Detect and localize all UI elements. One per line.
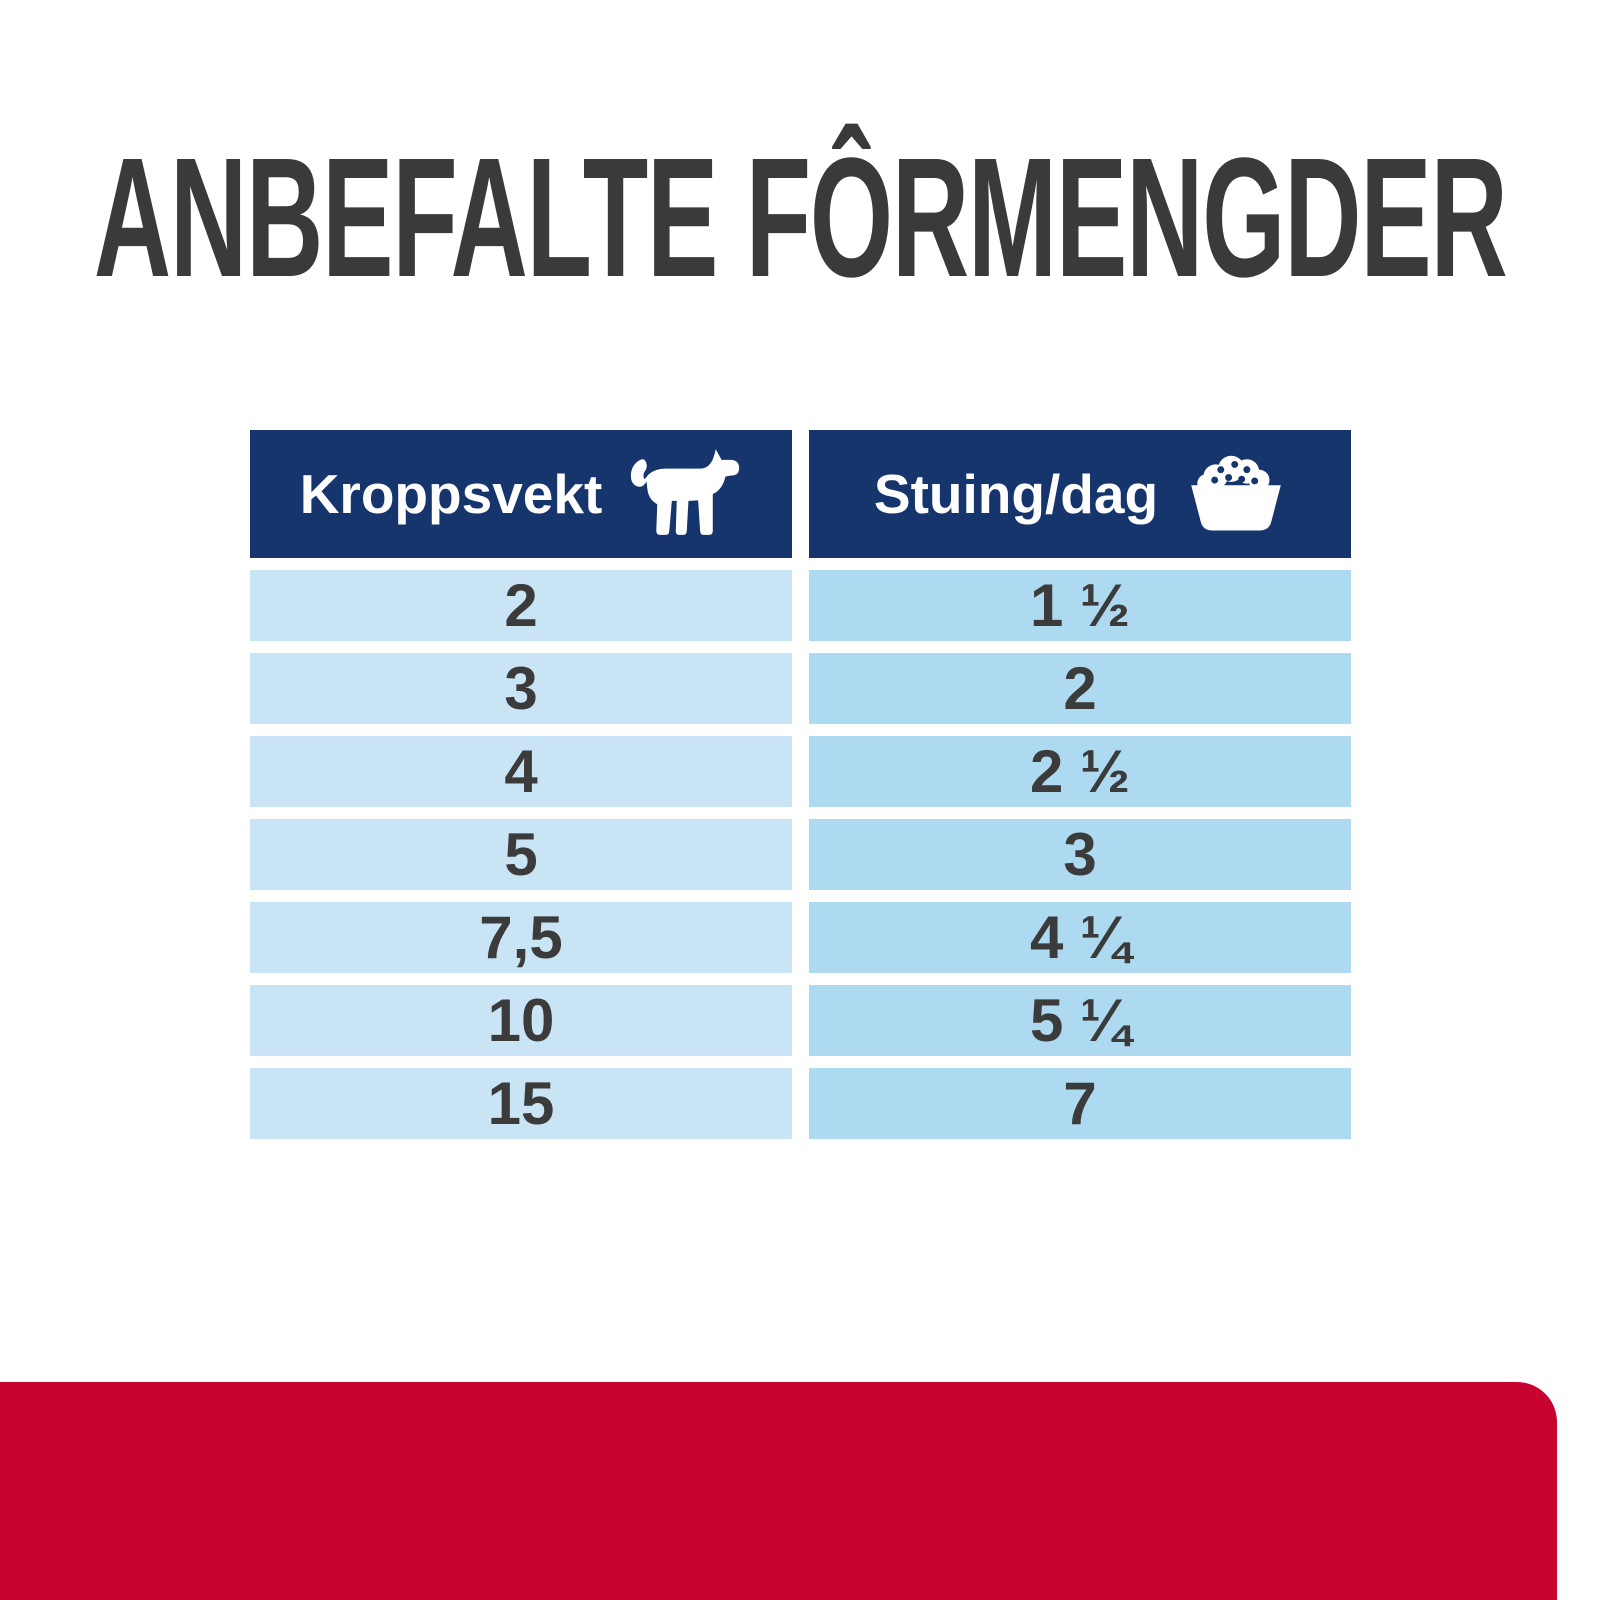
stew-per-day-cell: 7	[809, 1068, 1351, 1139]
feeding-table: Kroppsvekt Stuing/dag	[250, 430, 1351, 1151]
table-row: 2 1 ½	[250, 570, 1351, 641]
food-bowl-icon	[1191, 455, 1281, 531]
col-header-stew-per-day: Stuing/dag	[809, 430, 1351, 558]
stew-per-day-cell: 2 ½	[809, 736, 1351, 807]
bodyweight-cell: 5	[250, 819, 792, 890]
dog-icon	[631, 449, 740, 535]
col-header-bodyweight: Kroppsvekt	[250, 430, 792, 558]
stew-per-day-cell: 1 ½	[809, 570, 1351, 641]
table-header: Kroppsvekt Stuing/dag	[250, 430, 1351, 558]
bodyweight-cell: 7,5	[250, 902, 792, 973]
table-row: 10 5 ¼	[250, 985, 1351, 1056]
stew-per-day-cell: 4 ¼	[809, 902, 1351, 973]
bodyweight-cell: 15	[250, 1068, 792, 1139]
table-row: 4 2 ½	[250, 736, 1351, 807]
red-footer-band	[0, 1382, 1557, 1600]
page-title: ANBEFALTE FÔRMENGDER	[0, 118, 1600, 318]
bodyweight-cell: 3	[250, 653, 792, 724]
table-row: 3 2	[250, 653, 1351, 724]
table-body: 2 1 ½ 3 2 4 2 ½ 5 3 7,5 4 ¼	[250, 570, 1351, 1139]
bodyweight-cell: 10	[250, 985, 792, 1056]
col-header-bodyweight-label: Kroppsvekt	[299, 463, 603, 525]
page-title-text: ANBEFALTE FÔRMENGDER	[93, 123, 1508, 313]
stew-per-day-cell: 5 ¼	[809, 985, 1351, 1056]
col-header-stew-per-day-label: Stuing/dag	[873, 463, 1159, 525]
table-row: 15 7	[250, 1068, 1351, 1139]
stew-per-day-cell: 2	[809, 653, 1351, 724]
table-row: 7,5 4 ¼	[250, 902, 1351, 973]
bodyweight-cell: 4	[250, 736, 792, 807]
table-row: 5 3	[250, 819, 1351, 890]
stew-per-day-cell: 3	[809, 819, 1351, 890]
bodyweight-cell: 2	[250, 570, 792, 641]
